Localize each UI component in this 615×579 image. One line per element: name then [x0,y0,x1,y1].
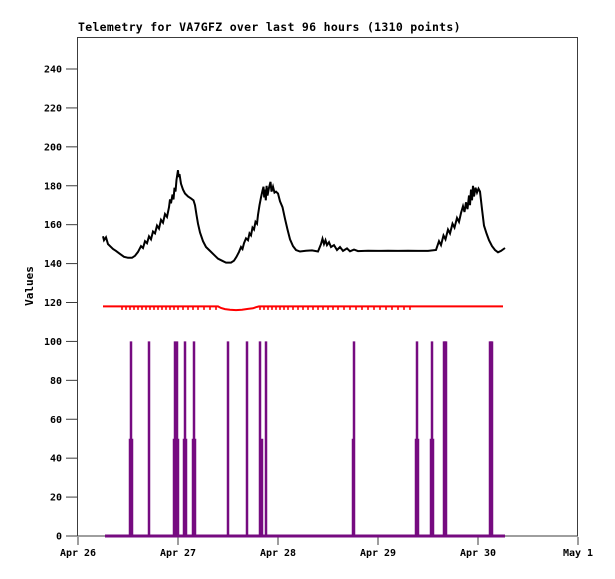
y-tick-label: 140 [44,259,62,270]
x-tick-label: Apr 27 [160,548,196,559]
y-tick-label: 160 [44,220,62,231]
y-tick-label: 240 [44,65,62,76]
y-tick-label: 120 [44,298,62,309]
plot-frame [77,37,578,537]
telemetry-channel-1-black [102,170,506,264]
y-tick-label: 80 [50,376,62,387]
y-tick-label: 20 [50,493,62,504]
y-tick-label: 100 [44,337,62,348]
telemetry-channel-2-red [103,305,503,312]
x-axis-ticks: Apr 26 Apr 27 Apr 28 Apr 29 Apr 30 May 1 [60,537,593,559]
x-tick-label: Apr 26 [60,548,96,559]
y-tick-label: 200 [44,142,62,153]
x-tick-label: May 1 [563,548,593,559]
x-tick-label: Apr 28 [260,548,296,559]
y-tick-label: 180 [44,181,62,192]
y-tick-label: 40 [50,454,62,465]
y-tick-label: 220 [44,103,62,114]
y-axis-label: Values [23,266,36,306]
y-tick-label: 0 [56,532,62,543]
plot-series [102,170,506,538]
x-tick-label: Apr 29 [360,548,396,559]
x-tick-label: Apr 30 [460,548,496,559]
y-tick-label: 60 [50,415,62,426]
chart-title: Telemetry for VA7GFZ over last 96 hours … [78,20,461,34]
y-axis-ticks: 0 20 40 60 80 100 120 140 160 180 200 220 240 [44,65,77,543]
